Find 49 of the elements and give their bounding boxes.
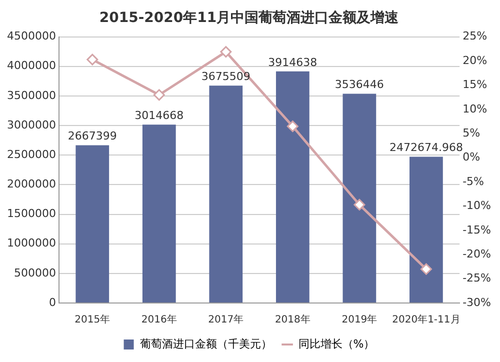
point xyxy=(153,89,165,101)
data-label: 3014668 xyxy=(134,109,184,122)
data-label: 3536446 xyxy=(334,78,384,92)
y-tick-label: 1500000 xyxy=(6,207,56,220)
y2-tick-label: -5% xyxy=(462,174,484,188)
x-tick-label: 2016年 xyxy=(141,314,177,326)
x-tick-label: 2019年 xyxy=(342,314,378,326)
data-label: 3914638 xyxy=(268,56,318,69)
point xyxy=(220,46,232,58)
y2-tick-label: -30% xyxy=(462,296,492,309)
x-tick-label: 2015年 xyxy=(74,314,110,326)
y2-tick-label: 20% xyxy=(462,54,488,67)
y-tick-label: 500000 xyxy=(14,266,56,280)
y-tick-label: 2000000 xyxy=(6,178,56,191)
bar xyxy=(276,71,310,302)
y-tick-label: 3500000 xyxy=(6,88,56,102)
y2-tick-label: 25% xyxy=(462,30,488,43)
data-label: 2667399 xyxy=(68,130,117,143)
y2-tick-label: 0% xyxy=(462,150,480,164)
y-tick-label: 3000000 xyxy=(6,118,56,132)
x-tick-label: 2020年1-11月 xyxy=(392,314,460,326)
chart-title: 2015-2020年11月中国葡萄酒进口金额及增速 xyxy=(99,9,400,26)
y2-tick-label: -20% xyxy=(462,247,492,260)
point xyxy=(286,120,298,132)
y2-tick-label: 15% xyxy=(462,78,488,92)
y2-tick-label: 5% xyxy=(462,126,480,140)
y-tick-label: 2500000 xyxy=(6,148,56,161)
bar xyxy=(142,124,176,302)
point xyxy=(354,199,366,210)
point xyxy=(86,54,98,66)
y2-tick-label: -25% xyxy=(462,272,492,285)
bar xyxy=(209,86,243,302)
x-tick-label: 2017年 xyxy=(208,314,244,326)
y-tick-label: 0 xyxy=(48,296,56,309)
y-tick-label: 4000000 xyxy=(6,59,56,72)
y2-tick-label: -10% xyxy=(462,199,492,212)
bar xyxy=(410,156,443,302)
legend-label: 同比增长（%） xyxy=(298,337,375,350)
y2-tick-label: 10% xyxy=(462,102,488,116)
point xyxy=(420,263,432,275)
y2-tick-label: -15% xyxy=(462,223,492,236)
legend-label: 葡萄酒进口金额（千美元） xyxy=(140,337,272,350)
bar xyxy=(342,94,376,302)
data-label: 2472674.968 xyxy=(389,141,463,154)
data-label: 3675509 xyxy=(201,70,250,83)
y-tick-label: 1000000 xyxy=(6,236,56,250)
x-tick-label: 2018年 xyxy=(274,314,310,326)
y-tick-label: 4500000 xyxy=(6,30,56,43)
bar xyxy=(76,145,110,302)
